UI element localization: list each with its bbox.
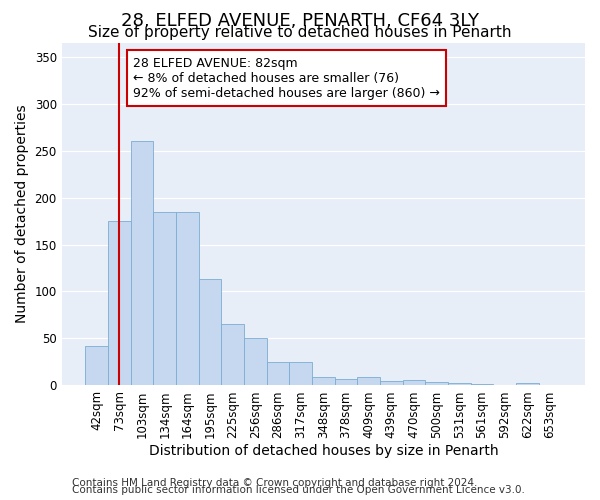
Text: Contains HM Land Registry data © Crown copyright and database right 2024.: Contains HM Land Registry data © Crown c… <box>72 478 478 488</box>
Bar <box>108 221 131 386</box>
Y-axis label: Number of detached properties: Number of detached properties <box>15 104 29 324</box>
X-axis label: Distribution of detached houses by size in Penarth: Distribution of detached houses by size … <box>149 444 498 458</box>
Bar <box>266 362 289 386</box>
Bar <box>199 280 221 386</box>
Text: Contains public sector information licensed under the Open Government Licence v3: Contains public sector information licen… <box>72 485 525 495</box>
Bar <box>358 377 380 386</box>
Bar <box>448 382 470 386</box>
Bar <box>154 212 176 386</box>
Bar <box>516 382 539 386</box>
Bar <box>289 362 312 386</box>
Bar <box>176 212 199 386</box>
Bar <box>85 346 108 386</box>
Bar <box>335 379 358 386</box>
Bar <box>131 141 154 386</box>
Text: 28, ELFED AVENUE, PENARTH, CF64 3LY: 28, ELFED AVENUE, PENARTH, CF64 3LY <box>121 12 479 30</box>
Text: Size of property relative to detached houses in Penarth: Size of property relative to detached ho… <box>88 25 512 40</box>
Text: 28 ELFED AVENUE: 82sqm
← 8% of detached houses are smaller (76)
92% of semi-deta: 28 ELFED AVENUE: 82sqm ← 8% of detached … <box>133 56 440 100</box>
Bar <box>380 381 403 386</box>
Bar <box>470 384 493 386</box>
Bar <box>312 377 335 386</box>
Bar <box>244 338 266 386</box>
Bar <box>221 324 244 386</box>
Bar <box>403 380 425 386</box>
Bar <box>425 382 448 386</box>
